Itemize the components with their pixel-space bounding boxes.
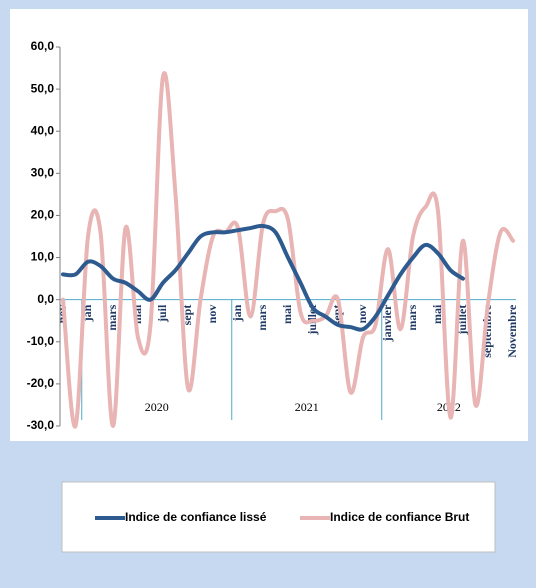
x-tick-label: mars [105,304,119,330]
y-tick-label: 60,0 [31,39,55,53]
group-label: 2021 [295,400,319,414]
x-tick-label: nov [205,305,219,324]
x-tick-label: mars [405,304,419,330]
x-tick-label: juil [155,304,169,323]
x-tick-label: jan [230,304,244,322]
legend-label: Indice de confiance Brut [330,510,469,524]
y-tick-label: 30,0 [31,166,55,180]
group-label: 2020 [145,400,169,414]
chart-panel [10,9,528,441]
x-tick-label: janvier [380,304,394,342]
x-tick-label: mai [430,304,444,324]
x-tick-label: nov [355,305,369,324]
series-line [61,223,465,332]
y-tick-label: 50,0 [31,81,55,95]
y-tick-label: -10,0 [27,334,55,348]
x-tick-label: mars [255,304,269,330]
y-tick-label: 20,0 [31,208,55,222]
x-tick-label: Novembre [505,304,519,358]
x-tick-label: mai [280,304,294,324]
y-tick-label: 0,0 [37,292,54,306]
legend-label: Indice de confiance lissé [125,510,267,524]
y-tick-label: -30,0 [27,418,55,432]
series-line [61,71,515,429]
y-tick-label: 10,0 [31,250,55,264]
y-tick-label: -20,0 [27,376,55,390]
legend-box [61,481,496,553]
y-tick-label: 40,0 [31,123,55,137]
